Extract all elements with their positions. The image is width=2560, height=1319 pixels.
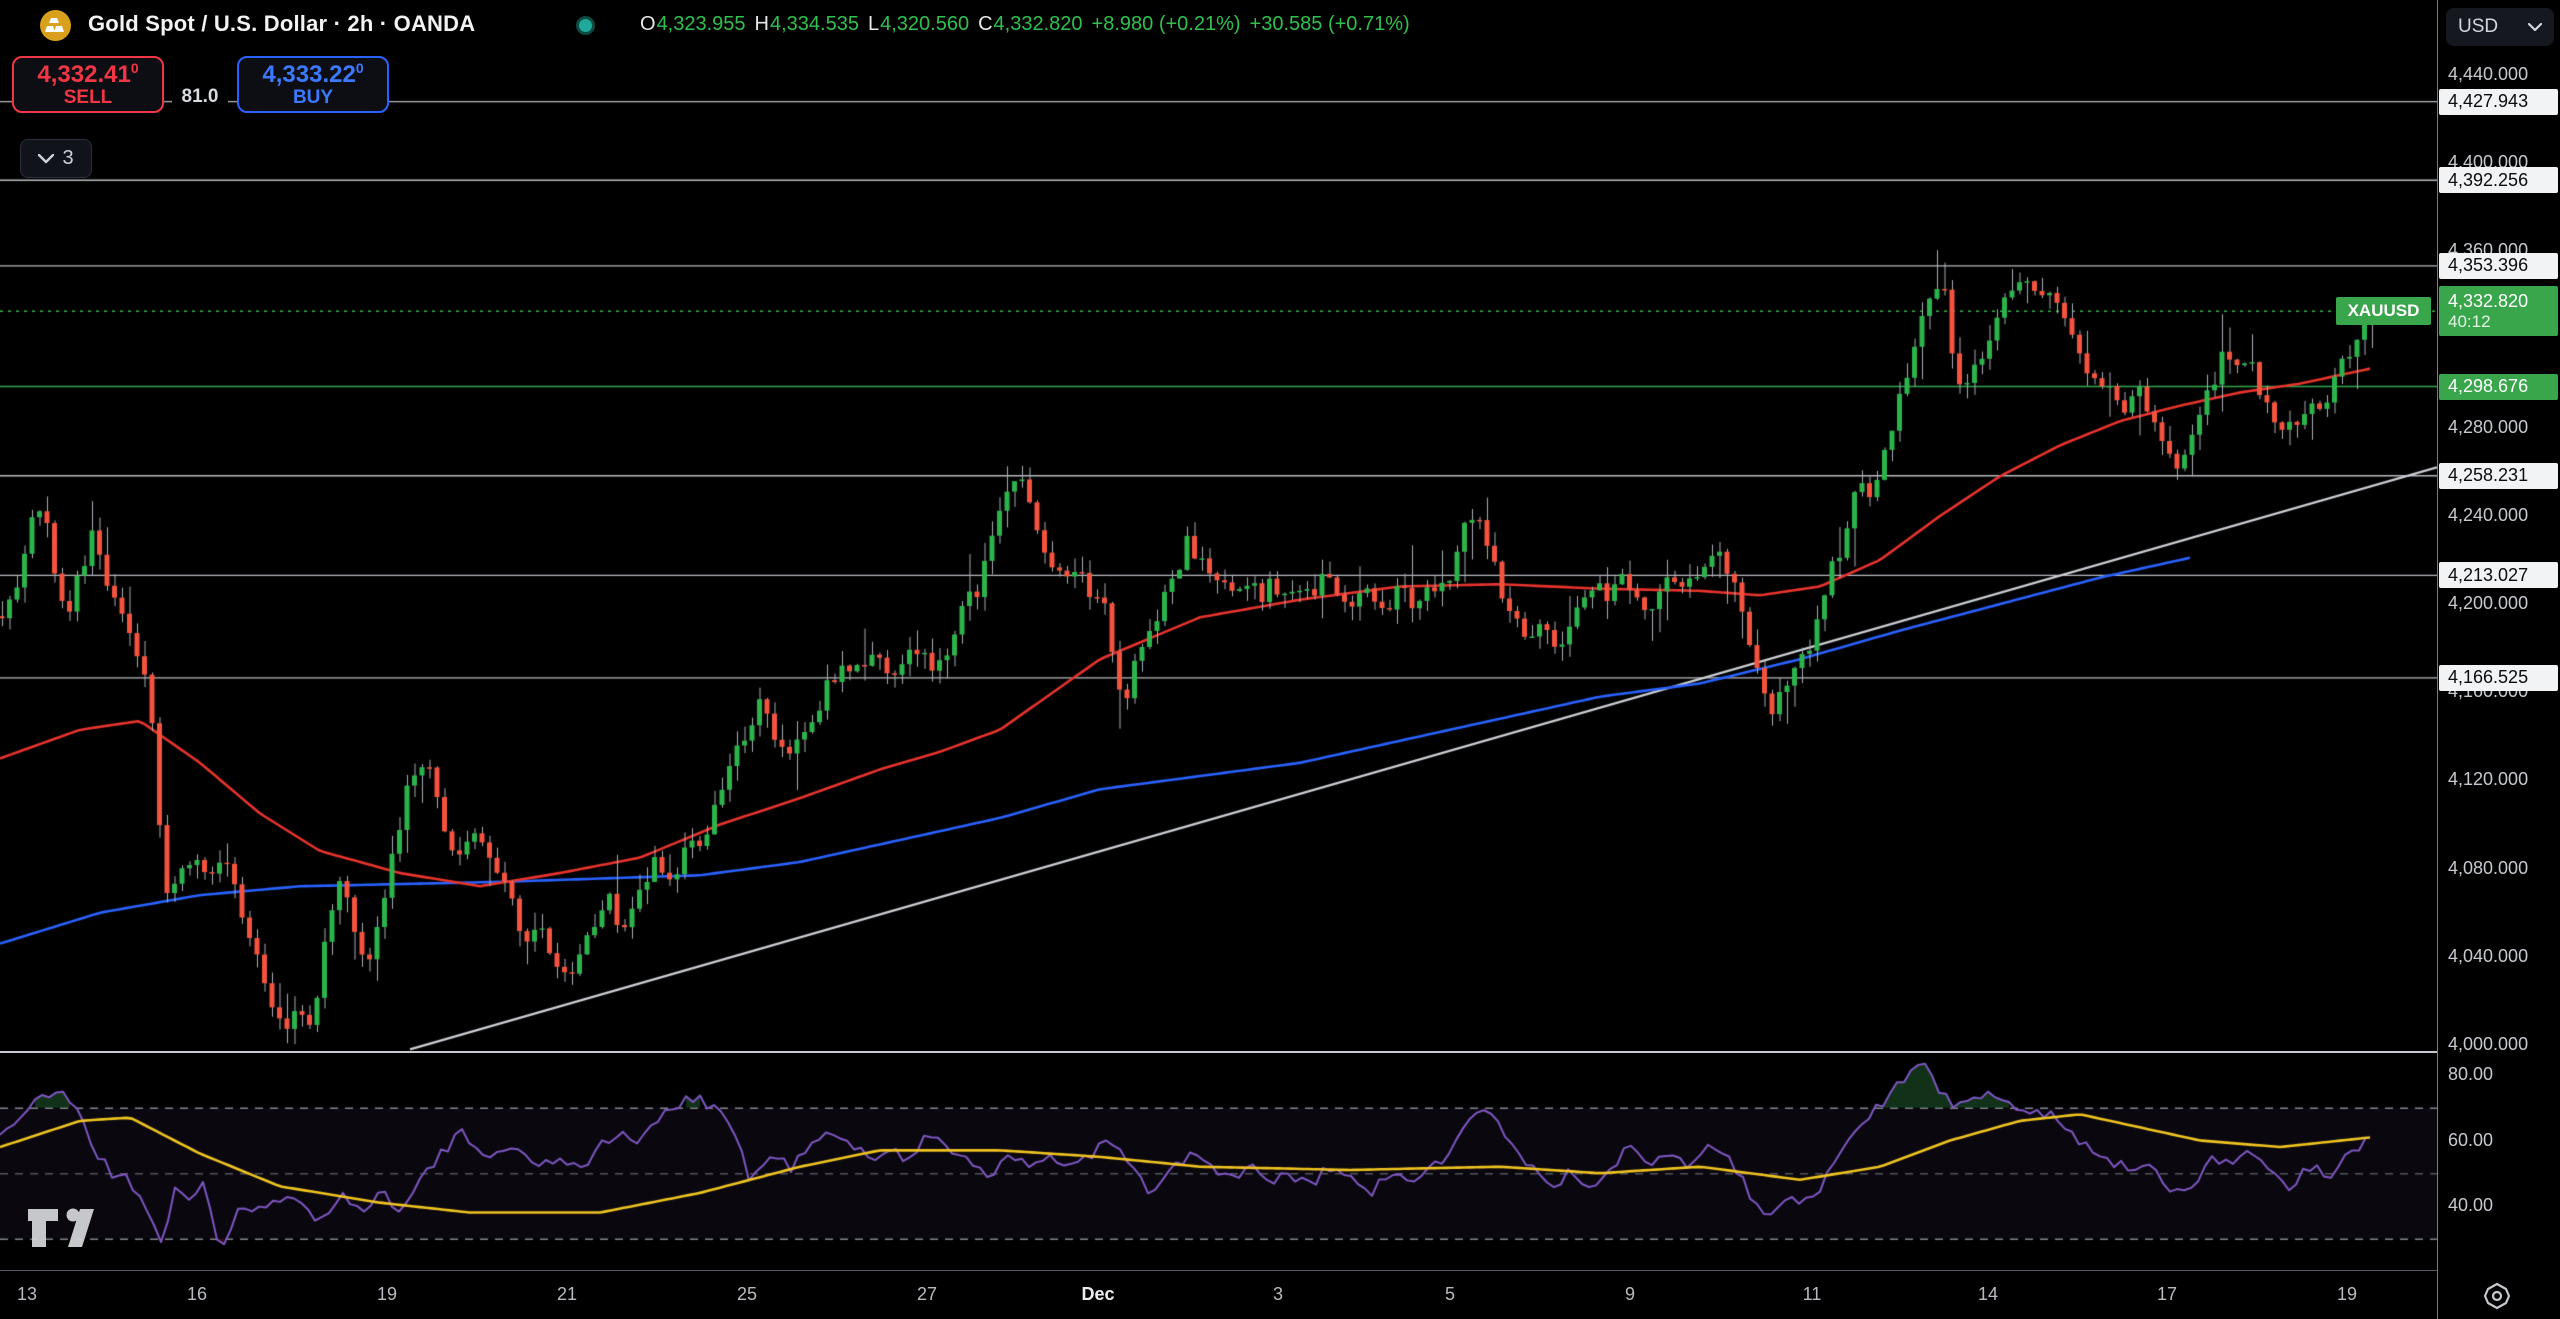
alert-price-badge: 4,298.676	[2439, 373, 2558, 400]
open-label: O	[640, 13, 656, 35]
buy-price-pip: 0	[355, 59, 364, 76]
rsi-axis-label: 40.00	[2448, 1195, 2494, 1215]
close-label: C	[978, 13, 993, 35]
price-level-badge: 4,427.943	[2439, 88, 2558, 115]
price-axis-label: 4,440.000	[2448, 64, 2529, 84]
symbol-title: Gold Spot / U.S. Dollar · 2h · OANDA	[88, 11, 476, 36]
time-axis-label: 25	[736, 1284, 758, 1304]
pane-separator[interactable]	[0, 1051, 2560, 1053]
high-value: 4,334.535	[770, 13, 859, 35]
time-axis-separator	[0, 1270, 2560, 1271]
price-axis[interactable]: 4,440.000 4,400.000 4,360.000 4,280.000 4,24…	[2438, 0, 2560, 1319]
last-price-value: 4,332.820	[2448, 290, 2529, 311]
low-value: 4,320.560	[880, 13, 970, 35]
price-axis-label: 4,040.000	[2448, 945, 2529, 966]
high-label: H	[754, 13, 769, 35]
close-value: 4,332.820	[993, 13, 1083, 35]
change-extended-value: +30.585 (+0.71%)	[1249, 13, 1410, 35]
price-axis-separator	[2437, 0, 2438, 1319]
sell-label: SELL	[63, 87, 113, 109]
time-axis[interactable]: 13 16 19 21 25 27 Dec 3 5 9 11 14 17 19	[0, 1271, 2560, 1319]
time-axis-label: 11	[1802, 1284, 1822, 1304]
price-axis-label: 4,080.000	[2448, 857, 2529, 878]
price-axis-label: 4,240.000	[2448, 504, 2529, 525]
sell-price: 4,332.41	[37, 60, 131, 88]
price-axis-label: 4,280.000	[2448, 416, 2529, 437]
price-axis-label: 4,200.000	[2448, 593, 2529, 614]
price-level-badge: 4,213.027	[2439, 562, 2558, 589]
price-axis-label: 4,120.000	[2448, 769, 2529, 790]
time-axis-label: 9	[1624, 1284, 1636, 1304]
time-axis-label: 21	[556, 1284, 578, 1304]
buy-price: 4,333.22	[262, 60, 356, 88]
price-axis-label: 4,400.000	[2448, 152, 2529, 173]
last-price-badge: 4,332.820 40:12	[2439, 286, 2558, 337]
time-axis-label: 5	[1444, 1284, 1456, 1304]
ohlc-readout: O 4,323.955 H 4,334.535 L 4,320.560 C 4,332.…	[640, 13, 1410, 36]
time-axis-label: 27	[916, 1284, 938, 1304]
instrument-logo-icon	[40, 10, 71, 41]
market-status-icon	[576, 16, 595, 35]
rsi-axis-label: 80.00	[2448, 1064, 2494, 1084]
sell-button[interactable]: 4,332.410 SELL	[12, 56, 164, 113]
time-axis-label: 14	[1977, 1284, 1999, 1304]
time-axis-label: 17	[2156, 1284, 2178, 1304]
price-level-badge: 4,353.396	[2439, 252, 2558, 279]
buy-label: BUY	[292, 87, 334, 109]
bar-countdown: 40:12	[2448, 311, 2491, 331]
time-axis-label: 3	[1272, 1284, 1284, 1304]
time-axis-label: 13	[16, 1284, 38, 1304]
price-chart-canvas[interactable]	[0, 0, 2437, 1270]
currency-value: USD	[2458, 16, 2499, 37]
tradingview-watermark	[28, 1208, 94, 1247]
change-value: +8.980 (+0.21%)	[1091, 13, 1241, 35]
chevron-down-icon	[38, 153, 55, 163]
sell-price-pip: 0	[130, 59, 139, 76]
indicators-count: 3	[62, 147, 74, 169]
price-level-badge: 4,392.256	[2439, 167, 2558, 194]
currency-dropdown[interactable]: USD	[2446, 8, 2554, 46]
price-line-symbol-label: XAUUSD	[2336, 297, 2431, 326]
time-axis-label: 19	[376, 1284, 398, 1304]
spread-value: 81.0	[172, 84, 228, 110]
alert-price-value: 4,298.676	[2448, 376, 2529, 397]
chevron-down-icon	[2528, 22, 2542, 31]
indicators-collapse-chip[interactable]: 3	[20, 139, 92, 178]
time-axis-label: 16	[186, 1284, 208, 1304]
time-axis-label: Dec	[1081, 1284, 1115, 1304]
rsi-axis-label: 60.00	[2448, 1129, 2494, 1150]
axis-settings-gear-icon[interactable]	[2482, 1281, 2512, 1311]
price-axis-label: 4,000.000	[2448, 1034, 2529, 1054]
time-axis-label: 19	[2336, 1284, 2358, 1304]
low-label: L	[867, 13, 880, 35]
price-level-badge: 4,258.231	[2439, 462, 2558, 489]
buy-button[interactable]: 4,333.220 BUY	[237, 56, 389, 113]
price-level-badge: 4,166.525	[2439, 664, 2558, 691]
chart-legend: Gold Spot / U.S. Dollar · 2h · OANDA O 4,…	[0, 0, 2437, 50]
open-value: 4,323.955	[656, 13, 746, 35]
